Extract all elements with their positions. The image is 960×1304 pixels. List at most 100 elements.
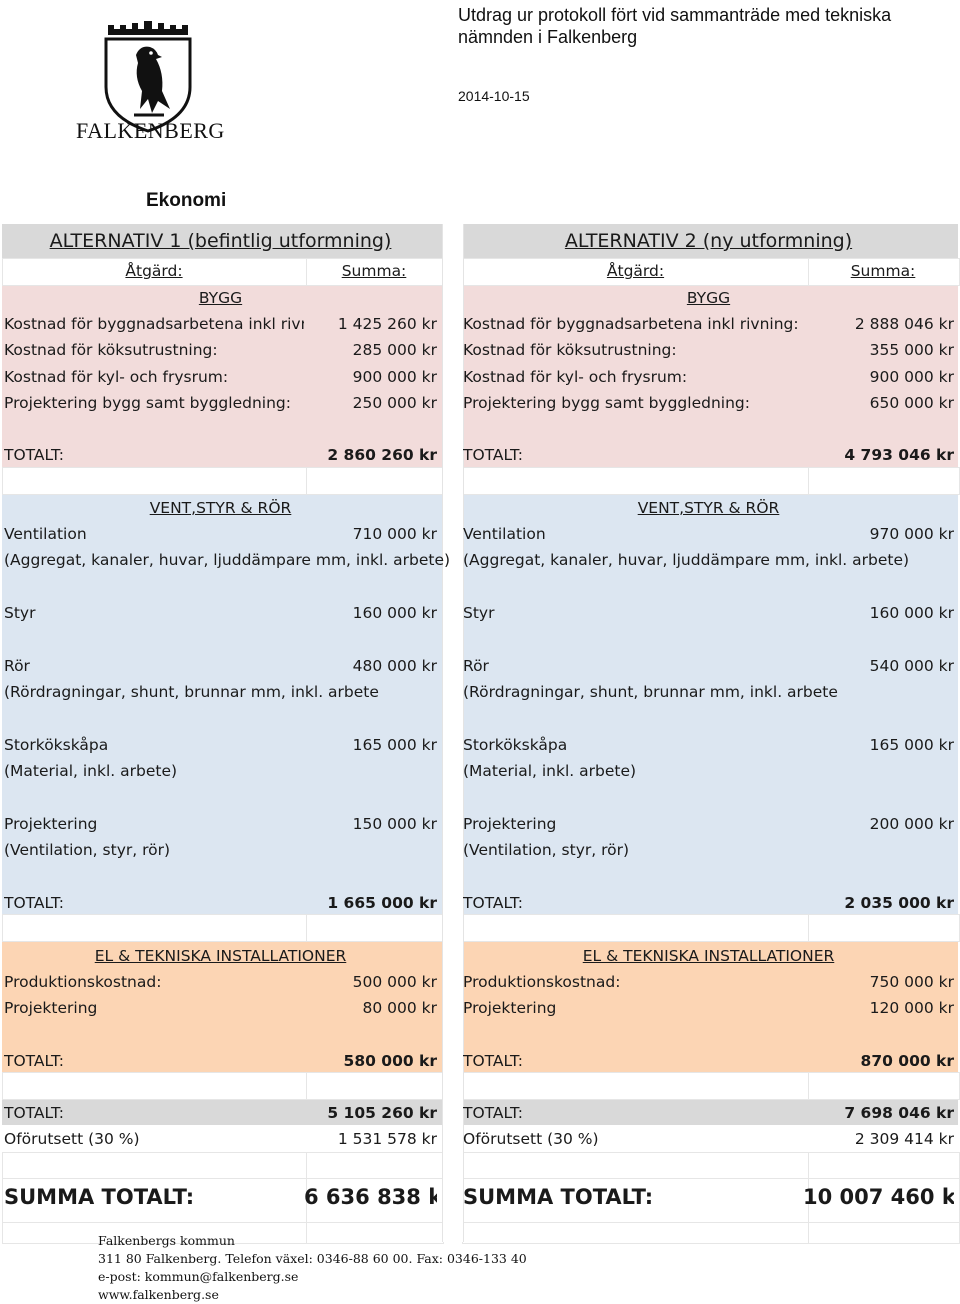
alt2-ror-note: (Rördragningar, shunt, brunnar mm, inkl.… bbox=[463, 683, 838, 701]
alt1-ventilation-note: (Aggregat, kanaler, huvar, ljuddämpare m… bbox=[4, 551, 451, 569]
alt2-vent-total-value: 2 035 000 kr bbox=[844, 894, 954, 912]
alt1-vent-heading: VENT,STYR & RÖR bbox=[149, 499, 292, 517]
alt2-bygg-total-label: TOTALT: bbox=[463, 446, 524, 464]
grid-cell bbox=[808, 914, 960, 942]
alt1-bygg-row-value: 285 000 kr bbox=[352, 341, 437, 359]
alt2-ror-value: 540 000 kr bbox=[869, 657, 954, 675]
alt1-styr-label: Styr bbox=[4, 604, 36, 622]
alt2-ventilation-note: (Aggregat, kanaler, huvar, ljuddämpare m… bbox=[463, 551, 910, 569]
alt2-vent-proj-note: (Ventilation, styr, rör) bbox=[463, 841, 630, 859]
grid-cell bbox=[306, 1178, 444, 1224]
alt2-grand-total-value: 7 698 046 kr bbox=[844, 1104, 954, 1122]
alt1-ventilation-value: 710 000 kr bbox=[352, 525, 437, 543]
grid-cell bbox=[306, 1072, 444, 1100]
alt2-ventilation-label: Ventilation bbox=[463, 525, 546, 543]
alt1-bygg-total-value: 2 860 260 kr bbox=[327, 446, 437, 464]
alt1-el-prod-label: Produktionskostnad: bbox=[4, 973, 162, 991]
alt1-sum-total-label: SUMMA TOTALT: bbox=[4, 1185, 195, 1209]
alt1-el-proj-value: 80 000 kr bbox=[362, 999, 437, 1017]
alt2-bygg-total-value: 4 793 046 kr bbox=[844, 446, 954, 464]
alt2-col-action: Åtgärd: bbox=[606, 262, 665, 280]
alt2-vent-total-label: TOTALT: bbox=[463, 894, 524, 912]
footer-email: e-post: kommun@falkenberg.se bbox=[98, 1269, 299, 1284]
alt2-bygg-row-label: Projektering bygg samt byggledning: bbox=[463, 394, 750, 412]
document-date: 2014-10-15 bbox=[458, 88, 530, 104]
grid-cell bbox=[2, 1152, 308, 1180]
alt1-bygg-row-value: 900 000 kr bbox=[352, 368, 437, 386]
grid-cell bbox=[462, 258, 810, 286]
grid-cell bbox=[306, 467, 444, 495]
alt2-bygg-row-label: Kostnad för köksutrustning: bbox=[463, 341, 677, 359]
alt1-bygg-heading: BYGG bbox=[198, 289, 243, 307]
alt1-ror-note: (Rördragningar, shunt, brunnar mm, inkl.… bbox=[4, 683, 379, 701]
grid-cell bbox=[808, 1152, 960, 1180]
footer-address: 311 80 Falkenberg. Telefon växel: 0346-8… bbox=[98, 1251, 527, 1266]
alt1-el-proj-label: Projektering bbox=[4, 999, 98, 1017]
alt1-bygg-row-value: 1 425 260 kr bbox=[337, 315, 437, 333]
alt1-bygg-row-label: Projektering bygg samt byggledning: bbox=[4, 394, 291, 412]
alt1-ventilation-label: Ventilation bbox=[4, 525, 87, 543]
alt1-ror-label: Rör bbox=[4, 657, 30, 675]
alt2-styr-value: 160 000 kr bbox=[869, 604, 954, 622]
alt1-contingency-label: Oförutsett (30 %) bbox=[4, 1130, 140, 1148]
alt1-bygg-total-label: TOTALT: bbox=[4, 446, 65, 464]
grid-cell bbox=[808, 258, 960, 286]
alt1-vent-proj-note: (Ventilation, styr, rör) bbox=[4, 841, 171, 859]
falkenberg-coat-of-arms-logo bbox=[104, 21, 192, 133]
alt1-vent-proj-value: 150 000 kr bbox=[352, 815, 437, 833]
alt2-stork-note: (Material, inkl. arbete) bbox=[463, 762, 637, 780]
alt2-el-heading: EL & TEKNISKA INSTALLATIONER bbox=[582, 947, 835, 965]
el-band bbox=[2, 941, 958, 1072]
section-heading: Ekonomi bbox=[146, 190, 227, 211]
alt2-sum-total-label: SUMMA TOTALT: bbox=[463, 1185, 654, 1209]
alt1-styr-value: 160 000 kr bbox=[352, 604, 437, 622]
grid-cell bbox=[462, 1152, 810, 1180]
alt2-el-proj-label: Projektering bbox=[463, 999, 557, 1017]
cost-comparison-sheet: ALTERNATIV 1 (befintlig utformning) ALTE… bbox=[2, 224, 960, 1244]
alt1-ror-value: 480 000 kr bbox=[352, 657, 437, 675]
alt2-vent-proj-value: 200 000 kr bbox=[869, 815, 954, 833]
alt2-vent-proj-label: Projektering bbox=[463, 815, 557, 833]
alt2-bygg-row-value: 900 000 kr bbox=[869, 368, 954, 386]
alt2-ror-label: Rör bbox=[463, 657, 489, 675]
alt2-el-prod-value: 750 000 kr bbox=[869, 973, 954, 991]
alt1-el-prod-value: 500 000 kr bbox=[352, 973, 437, 991]
alt1-el-heading: EL & TEKNISKA INSTALLATIONER bbox=[94, 947, 347, 965]
grid-cell bbox=[808, 1178, 960, 1224]
alt2-bygg-row-value: 355 000 kr bbox=[869, 341, 954, 359]
alt1-bygg-row-label: Kostnad för köksutrustning: bbox=[4, 341, 218, 359]
grid-cell bbox=[2, 258, 308, 286]
grid-cell bbox=[462, 1072, 810, 1100]
grid-cell bbox=[462, 914, 810, 942]
alt2-stork-value: 165 000 kr bbox=[869, 736, 954, 754]
alt2-grand-total-label: TOTALT: bbox=[463, 1104, 524, 1122]
grid-cell bbox=[462, 1178, 810, 1224]
alt1-col-action: Åtgärd: bbox=[125, 262, 183, 280]
alt2-bygg-row-value: 2 888 046 kr bbox=[854, 315, 954, 333]
grid-cell bbox=[462, 467, 810, 495]
alt1-stork-value: 165 000 kr bbox=[352, 736, 437, 754]
alt1-vent-proj-label: Projektering bbox=[4, 815, 98, 833]
alt2-el-total-value: 870 000 kr bbox=[860, 1052, 954, 1070]
alt2-sum-total-value: 10 007 460 kr bbox=[803, 1185, 954, 1209]
alt1-stork-label: Storkökskåpa bbox=[4, 736, 109, 754]
grid-cell bbox=[2, 914, 308, 942]
alt2-col-sum: Summa: bbox=[850, 262, 916, 280]
alt2-title: ALTERNATIV 2 (ny utformning) bbox=[564, 230, 853, 252]
alt2-el-prod-label: Produktionskostnad: bbox=[463, 973, 621, 991]
alt1-title: ALTERNATIV 1 (befintlig utformning) bbox=[49, 230, 392, 252]
alt2-el-proj-value: 120 000 kr bbox=[869, 999, 954, 1017]
grid-cell bbox=[808, 467, 960, 495]
alt1-el-total-value: 580 000 kr bbox=[343, 1052, 437, 1070]
grid-cell bbox=[808, 1222, 960, 1244]
alt2-bygg-row-label: Kostnad för kyl- och frysrum: bbox=[463, 368, 688, 386]
alt2-el-total-label: TOTALT: bbox=[463, 1052, 524, 1070]
alt1-col-sum: Summa: bbox=[341, 262, 407, 280]
alt1-sum-total-value: 6 636 838 kr bbox=[304, 1185, 437, 1209]
vent-band bbox=[2, 494, 958, 914]
alt1-el-total-label: TOTALT: bbox=[4, 1052, 65, 1070]
alt2-styr-label: Styr bbox=[463, 604, 495, 622]
alt1-stork-note: (Material, inkl. arbete) bbox=[4, 762, 178, 780]
footer-web: www.falkenberg.se bbox=[98, 1287, 219, 1302]
alt2-vent-heading: VENT,STYR & RÖR bbox=[637, 499, 780, 517]
